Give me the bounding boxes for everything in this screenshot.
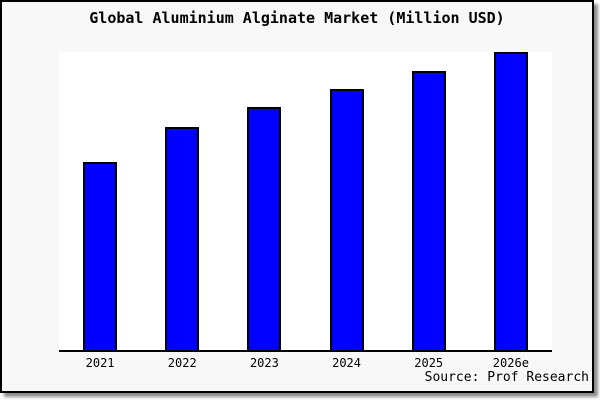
x-tick-label-2026e: 2026e xyxy=(492,356,529,370)
x-tick-label-2022: 2022 xyxy=(167,356,197,370)
x-axis-labels: 2021 2022 2023 2024 2025 2026e xyxy=(59,356,552,370)
bar-2021 xyxy=(83,162,118,350)
bar-2026e xyxy=(493,52,528,350)
bar-2022 xyxy=(165,126,200,350)
plot-area xyxy=(59,52,552,352)
chart-title: Global Aluminium Alginate Market (Millio… xyxy=(89,9,505,27)
x-tick-label-2021: 2021 xyxy=(85,356,115,370)
chart-frame: Global Aluminium Alginate Market (Millio… xyxy=(0,0,594,393)
bar-2025 xyxy=(411,71,446,350)
bar-2023 xyxy=(247,107,282,350)
bar-series xyxy=(59,52,552,350)
source-attribution: Source: Prof Research xyxy=(424,370,589,385)
x-tick-label-2024: 2024 xyxy=(332,356,361,370)
x-tick-label-2023: 2023 xyxy=(249,356,279,370)
x-tick-label-2025: 2025 xyxy=(414,356,444,370)
bar-2024 xyxy=(329,89,364,350)
